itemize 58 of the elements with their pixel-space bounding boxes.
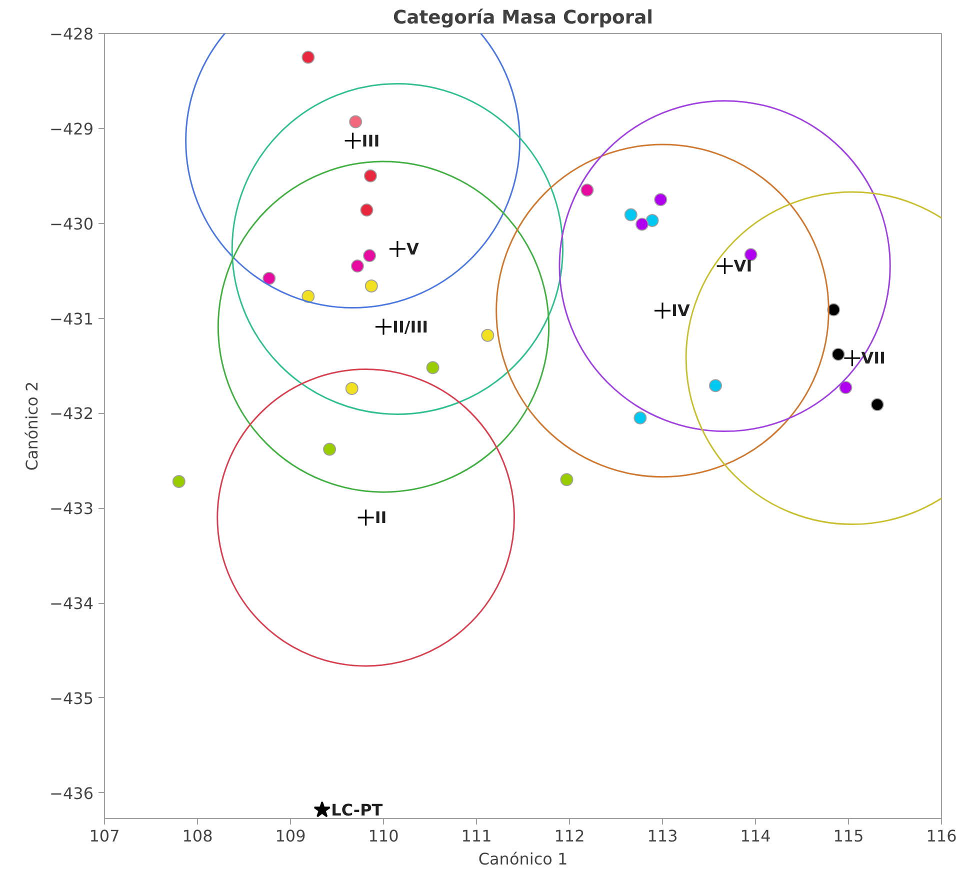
point — [839, 381, 852, 394]
y-tick-label: −429 — [50, 119, 94, 138]
y-tick-label: −432 — [50, 404, 94, 424]
y-tick-label: −431 — [50, 309, 94, 328]
y-tick-label: −434 — [50, 594, 94, 614]
y-tick-label: −436 — [50, 784, 94, 803]
point — [350, 260, 364, 273]
annotation: VI — [734, 256, 752, 276]
x-tick-label: 107 — [89, 826, 120, 846]
point — [426, 361, 440, 374]
point — [709, 379, 722, 392]
point — [323, 442, 336, 456]
point — [360, 204, 374, 217]
point — [349, 115, 362, 128]
x-tick-label: 110 — [368, 826, 399, 846]
y-axis-title: Canónico 2 — [22, 381, 42, 471]
x-tick-label: 111 — [461, 826, 492, 846]
annotation: III — [362, 131, 380, 150]
point — [481, 328, 494, 342]
x-tick-label: 113 — [647, 826, 678, 846]
y-tick-label: −433 — [50, 499, 94, 518]
annotation: IV — [672, 301, 690, 320]
chart-title: Categoría Masa Corporal — [392, 8, 654, 28]
x-tick-label: 114 — [740, 826, 771, 846]
point — [560, 473, 574, 486]
point — [364, 280, 378, 292]
y-tick-label: −428 — [50, 24, 94, 44]
point — [634, 411, 647, 424]
point — [172, 475, 186, 488]
point — [636, 218, 649, 231]
point — [302, 290, 315, 303]
point — [302, 50, 315, 64]
point — [580, 184, 594, 197]
x-tick-label: 115 — [833, 826, 864, 846]
point — [624, 208, 638, 222]
point — [832, 348, 845, 361]
point — [827, 303, 840, 316]
point — [744, 248, 758, 262]
point — [870, 398, 884, 412]
annotation: LC-PT — [331, 800, 383, 820]
point — [314, 801, 331, 818]
point — [364, 169, 377, 182]
x-axis-title: Canónico 1 — [478, 850, 568, 868]
y-tick-label: −435 — [50, 688, 94, 708]
x-tick-label: 116 — [926, 826, 957, 846]
point — [646, 214, 659, 227]
point — [654, 193, 668, 206]
point — [363, 249, 376, 262]
point — [345, 382, 358, 395]
annotation: II/III — [392, 317, 428, 336]
annotation: V — [406, 239, 420, 258]
y-tick-label: −430 — [50, 214, 94, 234]
point — [262, 272, 276, 285]
x-tick-label: 108 — [182, 826, 213, 846]
x-tick-label: 112 — [554, 826, 585, 846]
x-tick-label: 109 — [275, 826, 306, 846]
annotation: VII — [861, 348, 886, 368]
annotation: II — [374, 508, 387, 528]
